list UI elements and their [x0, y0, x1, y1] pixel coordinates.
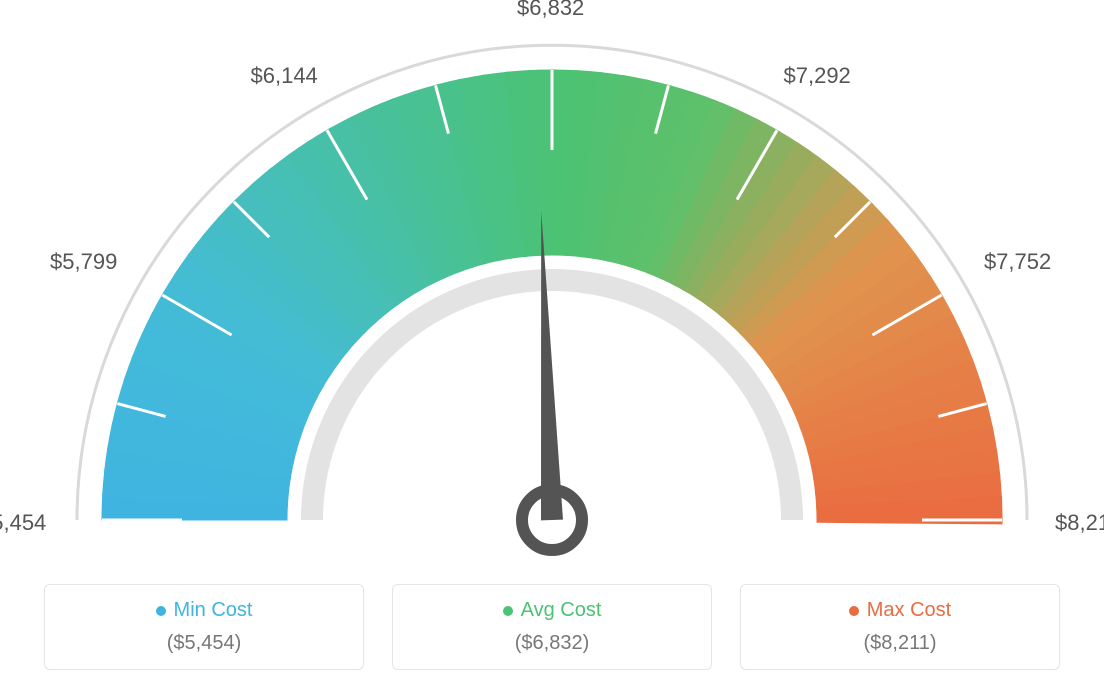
- legend-dot-avg: [503, 606, 513, 616]
- legend-label-avg: Avg Cost: [521, 599, 602, 622]
- gauge-tick-label: $7,752: [984, 249, 1051, 275]
- legend-value-avg: ($6,832): [403, 632, 701, 655]
- legend-card-avg: Avg Cost ($6,832): [392, 584, 712, 670]
- gauge-tick-label: $6,144: [251, 63, 318, 89]
- legend-label-max: Max Cost: [867, 599, 951, 622]
- legend-card-min: Min Cost ($5,454): [44, 584, 364, 670]
- gauge-tick-label: $5,454: [0, 510, 46, 536]
- cost-gauge-infographic: $5,454 $5,799 $6,144 $6,832 $7,292 $7,752 $8,2…: [0, 0, 1104, 690]
- legend-value-max: ($8,211): [751, 632, 1049, 655]
- gauge-tick-label: $7,292: [784, 63, 851, 89]
- legend-label-min: Min Cost: [174, 599, 253, 622]
- legend-value-min: ($5,454): [55, 632, 353, 655]
- legend-dot-min: [156, 606, 166, 616]
- gauge-tick-label: $5,799: [50, 249, 117, 275]
- gauge-tick-label: $6,832: [517, 0, 584, 21]
- gauge-chart: $5,454 $5,799 $6,144 $6,832 $7,292 $7,752 $8,2…: [0, 0, 1104, 560]
- legend-card-max: Max Cost ($8,211): [740, 584, 1060, 670]
- legend-dot-max: [849, 606, 859, 616]
- gauge-tick-label: $8,211: [1055, 510, 1104, 536]
- legend-row: Min Cost ($5,454) Avg Cost ($6,832) Max …: [0, 584, 1104, 670]
